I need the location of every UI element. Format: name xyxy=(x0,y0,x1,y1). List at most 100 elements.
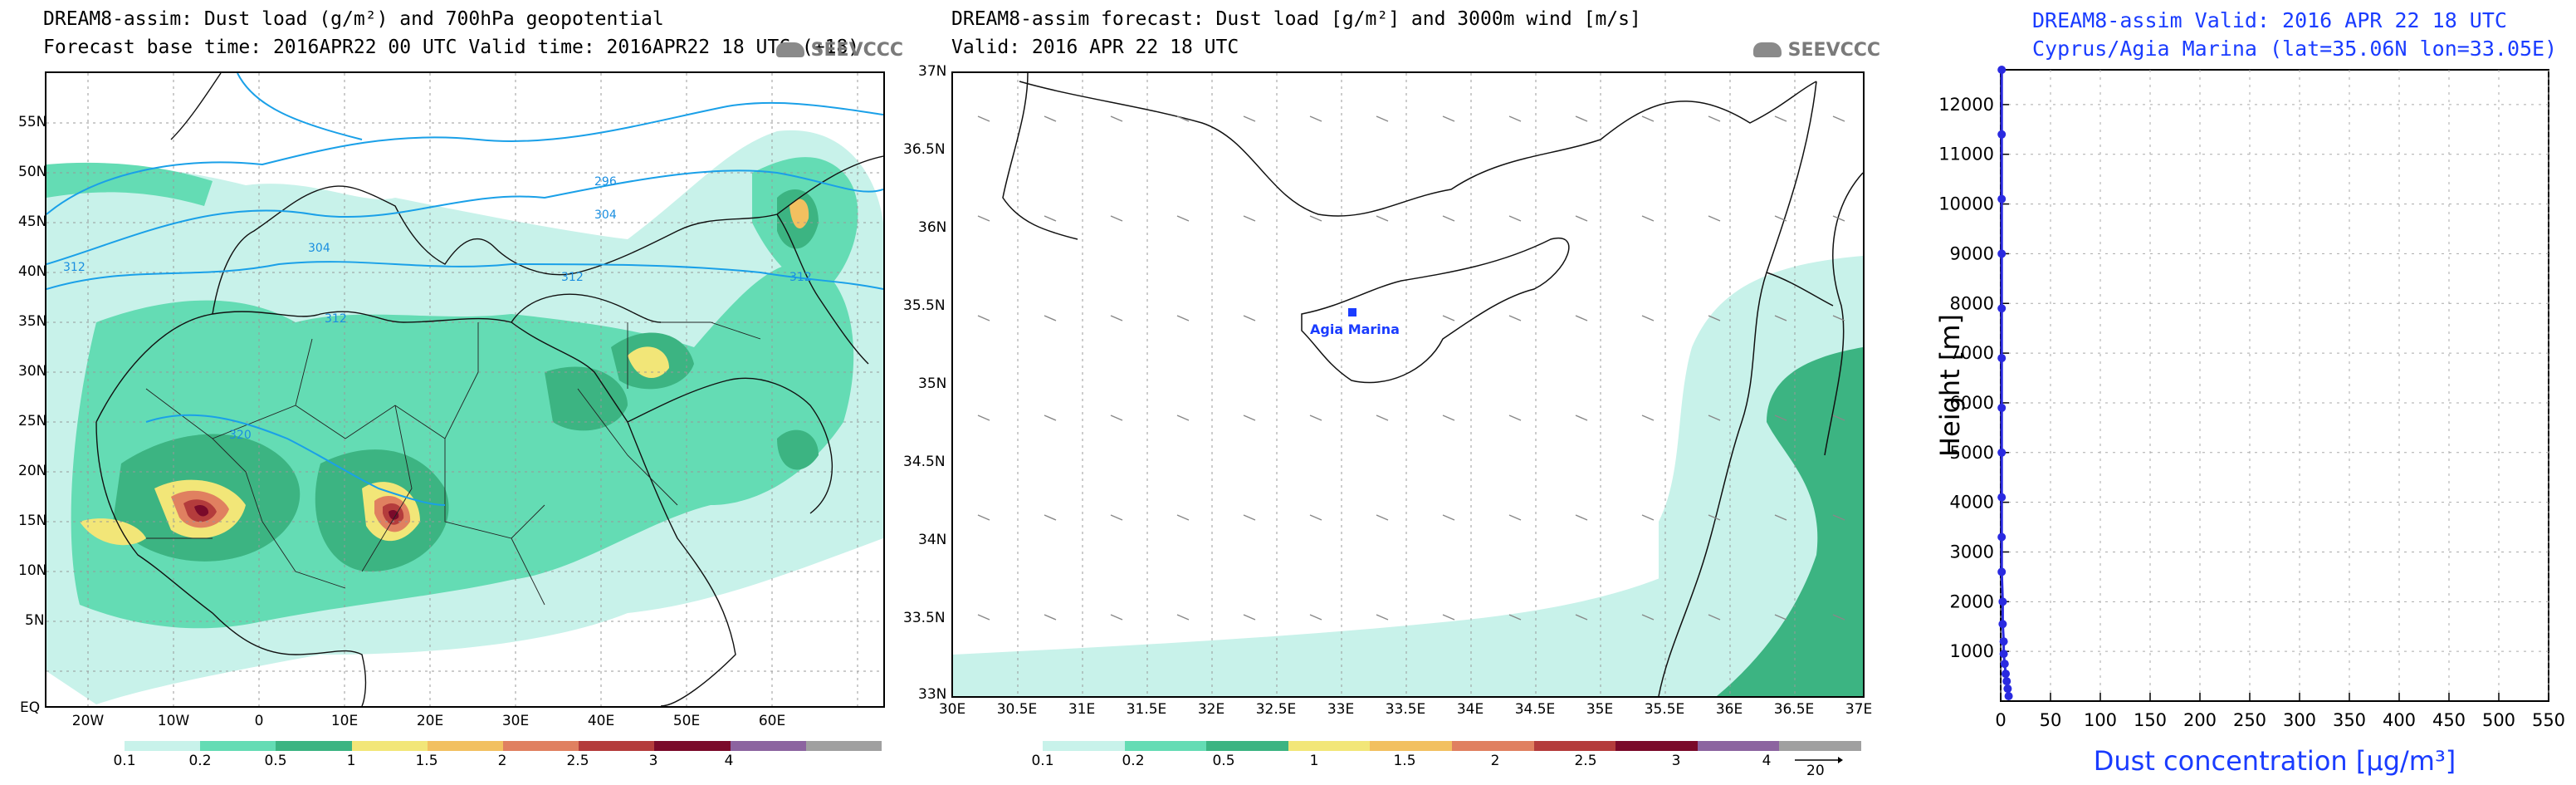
agia-marina-station: Agia Marina xyxy=(1310,308,1400,337)
x-tick-label: 300 xyxy=(2283,710,2316,730)
lon-label: 20W xyxy=(71,713,105,729)
dust-profile-points xyxy=(1997,66,2013,701)
x-tick-label: 200 xyxy=(2183,710,2217,730)
y-tick-label: 3000 xyxy=(1950,542,1994,562)
data-point xyxy=(1997,304,2007,313)
y-tick-label: 2000 xyxy=(1950,591,1994,611)
contour-label: 312 xyxy=(789,271,812,284)
map2-grid xyxy=(1017,73,1796,696)
x-tick-label: 350 xyxy=(2333,710,2366,730)
x-tick-label: 450 xyxy=(2432,710,2466,730)
colorbar-label: 1.5 xyxy=(1393,753,1416,769)
lon-label: 60E xyxy=(758,713,786,729)
data-point xyxy=(1997,532,2007,542)
map1-borders xyxy=(145,321,761,606)
wind-vectors xyxy=(977,115,1845,621)
data-point xyxy=(1997,194,2007,204)
colorbar-label: 1 xyxy=(1309,753,1319,769)
colorbar-label: 0.5 xyxy=(1212,753,1235,769)
data-point xyxy=(1997,354,2007,363)
map2-frame: Agia Marina xyxy=(951,71,1865,698)
x-tick-label: 100 xyxy=(2084,710,2117,730)
x-tick-label: 150 xyxy=(2134,710,2167,730)
colorbar-label: 2 xyxy=(1490,753,1500,769)
map2-canvas: Agia Marina xyxy=(953,73,1863,696)
map1-frame: 296 304 304 312 312 312 312 320 xyxy=(45,71,885,708)
lon-label: 30E xyxy=(501,713,530,729)
contour-label: 312 xyxy=(63,261,86,274)
data-point xyxy=(1998,620,2007,629)
y-tick-label: 9000 xyxy=(1950,243,1994,263)
lon-label: 34E xyxy=(1456,701,1484,718)
y-tick-label: 7000 xyxy=(1950,343,1994,363)
lat-label: 37N xyxy=(918,63,947,80)
lon-label: 32.5E xyxy=(1255,701,1297,718)
station-label: Agia Marina xyxy=(1310,321,1400,337)
data-point xyxy=(2003,684,2012,694)
y-tick-label: 8000 xyxy=(1950,293,1994,313)
colorbar-label: 1 xyxy=(346,753,356,769)
x-tick-label: 250 xyxy=(2233,710,2266,730)
x-axis-label: Dust concentration [µg/m³] xyxy=(2094,745,2456,777)
x-tick-label: 50 xyxy=(2040,710,2062,730)
lon-label: 10E xyxy=(330,713,359,729)
map1-subtitle: Forecast base time: 2016APR22 00 UTC Val… xyxy=(43,37,860,58)
lat-label: 5N xyxy=(25,612,45,629)
y-tick-label: 11000 xyxy=(1938,145,1994,164)
contour-label: 304 xyxy=(594,209,617,222)
profile-title: DREAM8-assim Valid: 2016 APR 22 18 UTC xyxy=(2032,8,2507,32)
data-point xyxy=(1997,403,2007,412)
contour-label: 304 xyxy=(308,242,330,255)
contour-label: 320 xyxy=(229,429,252,442)
colorbar-label: 1.5 xyxy=(415,753,438,769)
data-point xyxy=(1997,448,2007,457)
lat-label: 50N xyxy=(18,164,47,180)
lat-label: 25N xyxy=(18,413,47,429)
colorbar-label: 4 xyxy=(724,753,734,769)
lat-label: 36.5N xyxy=(903,141,946,158)
y-tick-label: 4000 xyxy=(1950,493,1994,513)
colorbar-label: 0.1 xyxy=(113,753,136,769)
dust-field-layer xyxy=(953,256,1863,696)
plot-area xyxy=(2000,69,2549,702)
colorbar-label: 3 xyxy=(1671,753,1681,769)
lon-label: 31.5E xyxy=(1126,701,1167,718)
data-point xyxy=(2004,692,2013,701)
lat-label: 40N xyxy=(18,263,47,280)
y-tick-label: 1000 xyxy=(1950,641,1994,661)
data-point xyxy=(1997,493,2007,502)
map1-canvas: 296 304 304 312 312 312 312 320 xyxy=(46,73,883,706)
data-point xyxy=(2002,670,2010,679)
seevccc-logo: SEEVCCC xyxy=(776,40,903,61)
lat-label: 15N xyxy=(18,513,47,529)
colorbar-label: 0.1 xyxy=(1031,753,1054,769)
x-tick-label: 0 xyxy=(1995,710,2006,730)
lat-label: 45N xyxy=(18,213,47,230)
lon-label: 31E xyxy=(1068,701,1096,718)
x-tick-label: 550 xyxy=(2532,710,2565,730)
map1-title: DREAM8-assim: Dust load (g/m²) and 700hP… xyxy=(43,8,664,30)
cloud-icon xyxy=(1753,42,1782,57)
data-point xyxy=(1997,130,2007,139)
lon-label: 40E xyxy=(587,713,615,729)
contour-label: 312 xyxy=(561,271,584,284)
lon-label: 10W xyxy=(157,713,190,729)
profile-subtitle: Cyprus/Agia Marina (lat=35.06N lon=33.05… xyxy=(2032,37,2558,61)
colorbar-label: 0.5 xyxy=(264,753,287,769)
x-axis-ticks: 0 50 100 150 200 250 300 350 400 450 500 550 xyxy=(1995,693,2565,730)
y-axis-ticks: 1000 2000 3000 4000 5000 6000 7000 8000 9000 1000… xyxy=(1938,95,2009,661)
map2-subtitle: Valid: 2016 APR 22 18 UTC xyxy=(951,37,1239,58)
lat-label: 55N xyxy=(18,114,47,130)
lat-label: 34.5N xyxy=(903,454,946,470)
lon-label: 35E xyxy=(1586,701,1614,718)
lat-label: 35.5N xyxy=(903,297,946,314)
colorbar-label: 0.2 xyxy=(188,753,212,769)
cloud-icon xyxy=(776,42,804,57)
contour-label: 312 xyxy=(325,312,347,326)
dust-field-layer xyxy=(46,130,883,704)
lon-label: 20E xyxy=(416,713,444,729)
map2-coastlines xyxy=(1002,73,1863,696)
lon-label: 0 xyxy=(254,713,264,729)
seevccc-logo: SEEVCCC xyxy=(1753,40,1880,61)
map1-geopotential-contours xyxy=(46,73,883,506)
